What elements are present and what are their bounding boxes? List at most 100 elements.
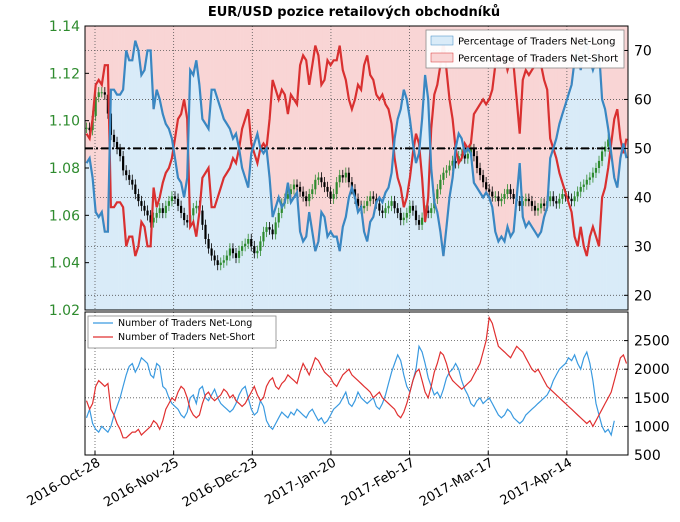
price-candle-body	[271, 229, 274, 235]
price-candle-body	[472, 149, 476, 157]
net-long-fill-bar	[603, 109, 607, 310]
price-candle-body	[186, 220, 189, 223]
top-panel: 1.02 1.04 1.06 1.08 1.10 1.12 1.14 20 30 40 50 60 70…	[49, 19, 652, 319]
net-long-fill-bar	[554, 138, 559, 310]
price-candle-body	[500, 198, 503, 202]
price-candle-body	[161, 208, 164, 213]
price-candle-body	[247, 239, 250, 244]
price-candle-body	[179, 205, 183, 213]
price-candle-body	[607, 139, 610, 147]
net-short-fill-bar	[283, 26, 287, 203]
net-short-fill-bar	[231, 26, 235, 139]
net-long-fill-bar	[463, 153, 467, 310]
price-candle-body	[478, 168, 482, 176]
price-candle-body	[262, 231, 265, 242]
net-short-fill-bar	[88, 26, 92, 159]
net-long-fill-bar	[594, 60, 598, 310]
chart-title: EUR/USD pozice retailových obchodníků	[208, 5, 500, 20]
net-long-fill-bar	[444, 226, 449, 310]
net-long-fill-bar	[228, 128, 232, 310]
net-short-fill-bar	[466, 26, 470, 149]
price-candle-body	[137, 194, 140, 202]
price-candle-body	[518, 201, 521, 206]
net-short-fill-bar	[438, 26, 443, 232]
price-candle-body	[97, 92, 100, 97]
net-short-fill-bar	[237, 26, 241, 149]
net-long-fill-bar	[88, 158, 92, 310]
net-long-fill-bar	[225, 123, 229, 310]
net-short-fill-bar	[560, 26, 565, 115]
net-short-fill-bar	[286, 26, 290, 183]
price-candle-body	[170, 196, 174, 202]
price-candle-body	[466, 153, 469, 159]
price-candle-body	[323, 182, 326, 187]
price-candle-body	[122, 156, 125, 171]
price-candle-body	[552, 196, 555, 202]
net-short-fill-bar	[341, 26, 345, 227]
price-candle-body	[570, 198, 573, 202]
net-long-fill-bar	[496, 241, 501, 310]
net-short-fill-bar	[277, 26, 281, 198]
net-short-fill-bar	[298, 26, 302, 232]
price-candle-body	[118, 149, 122, 157]
net-short-fill-bar	[512, 26, 516, 232]
price-candle-body	[210, 248, 213, 256]
net-short-fill-bar	[319, 26, 324, 213]
price-candle-body	[344, 172, 347, 178]
net-long-fill-bar	[472, 182, 476, 310]
net-long-fill-bar	[136, 50, 141, 310]
net-short-fill-bar	[612, 26, 617, 178]
price-candle-body	[259, 241, 262, 251]
price-candle-body	[158, 208, 161, 213]
bottom-axis-tick-label: 1500	[634, 391, 670, 407]
net-long-fill-bar	[194, 60, 199, 310]
net-short-fill-bar	[310, 26, 315, 232]
net-long-fill-bar	[573, 60, 577, 310]
net-long-fill-bar	[97, 216, 101, 310]
net-short-fill-bar	[615, 26, 620, 188]
net-short-fill-bar	[164, 26, 168, 124]
net-long-fill-bar	[362, 231, 366, 310]
price-candle-body	[485, 182, 488, 190]
net-short-fill-bar	[338, 26, 342, 252]
net-long-fill-bar	[152, 109, 156, 310]
net-short-fill-bar	[457, 26, 461, 134]
net-short-fill-bar	[411, 26, 415, 144]
net-long-fill-bar	[606, 128, 610, 310]
price-candle-body	[448, 165, 451, 171]
net-long-fill-bar	[563, 104, 568, 310]
net-long-count-line	[85, 344, 615, 437]
net-short-fill-bar	[142, 26, 147, 71]
net-short-fill-bar	[371, 26, 376, 217]
net-short-fill-bar	[240, 26, 244, 168]
net-long-fill-bar	[222, 119, 226, 310]
price-candle-body	[207, 239, 210, 249]
net-short-fill-bar	[289, 26, 293, 203]
net-short-fill-bar	[264, 26, 269, 149]
net-long-fill-bar	[368, 221, 373, 310]
price-candle-body	[338, 175, 341, 183]
net-short-fill-bar	[258, 26, 263, 149]
price-candle-body	[488, 189, 491, 192]
price-candle-body	[149, 215, 152, 223]
price-candle-body	[332, 194, 335, 199]
price-candle-body	[302, 191, 305, 197]
net-short-fill-bar	[124, 26, 129, 51]
net-short-fill-bar	[493, 26, 498, 232]
net-short-fill-bar	[249, 26, 254, 154]
net-long-fill-bar	[454, 148, 458, 310]
price-candle-body	[594, 168, 598, 173]
price-candle-body	[192, 208, 195, 216]
x-axis-tick-label: 2016-Oct-28	[25, 455, 103, 509]
price-candle-body	[585, 179, 588, 185]
price-candle-body	[524, 198, 527, 202]
net-short-fill-bar	[527, 26, 531, 222]
net-long-fill-bar	[521, 216, 525, 310]
net-short-fill-bar	[621, 26, 626, 144]
net-short-fill-bar	[109, 26, 113, 90]
net-short-fill-bar	[536, 26, 540, 237]
net-long-fill-bar	[335, 236, 339, 310]
left-axis-tick-label: 1.12	[49, 66, 80, 82]
price-candle-body	[396, 208, 399, 213]
net-short-fill-bar	[85, 26, 89, 164]
